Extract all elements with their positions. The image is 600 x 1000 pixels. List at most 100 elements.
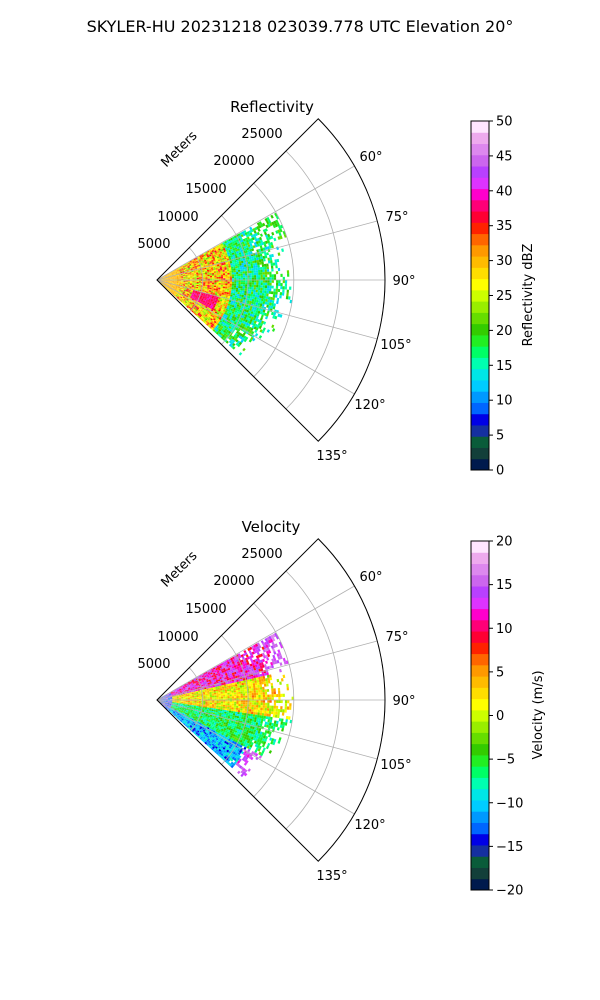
radar-gate [229,324,233,328]
radar-gate [221,265,225,268]
radar-gate [225,713,229,716]
radar-gate [219,747,223,751]
radar-gate [218,751,222,755]
radar-gate [225,254,229,258]
radar-gate [192,276,195,278]
radar-gate [186,725,189,729]
radar-gate [179,717,182,719]
radar-gate [206,297,209,300]
radar-gate [198,285,201,287]
radar-gate [207,696,210,698]
radar-gate [247,671,251,675]
radar-gate [255,327,259,331]
radar-gate [209,722,212,725]
radar-gate [215,686,218,689]
radar-gate [212,695,215,698]
radar-gate [165,706,168,709]
radar-gate [249,248,252,252]
radar-gate [244,288,247,292]
radar-gate [238,741,242,745]
radar-gate [230,291,234,294]
radar-gate [197,289,201,291]
radar-gate [226,301,229,304]
radar-gate [211,289,214,292]
radar-gate [196,694,199,697]
reflectivity-grid [156,118,386,442]
radar-gate [172,280,175,282]
radar-gate [195,716,198,718]
radar-gate [218,680,221,683]
radar-gate [198,275,201,277]
radar-gate [201,302,205,305]
radar-gate [168,273,171,275]
radar-gate [174,698,177,700]
radar-gate [224,667,228,670]
radar-gate [188,715,191,717]
radar-gate [207,282,210,284]
radar-gate [236,717,239,721]
radar-gate [272,328,276,332]
radar-gate [191,303,194,306]
radar-gate [172,707,175,710]
radar-gate [194,285,197,287]
radar-gate [169,284,172,286]
radar-gate [238,672,242,675]
radar-gate [272,262,276,266]
radar-gate [238,665,242,669]
radar-gate [218,281,221,284]
radar-gate [226,666,230,669]
radar-gate [235,690,239,693]
radar-gate [216,726,220,730]
radar-gate [184,721,188,724]
radar-gate [214,246,218,249]
radar-gate [244,668,248,671]
radar-gate [266,220,270,225]
radar-gate [172,690,175,693]
radar-gate [225,693,228,695]
radar-gate [189,686,193,689]
radar-gate [217,305,221,308]
radar-gate [183,694,186,696]
radar-gate [231,336,235,340]
radar-gate [236,297,239,301]
radar-gate [183,697,186,699]
radar-gate [185,700,188,702]
radar-gate [226,712,229,715]
radar-gate [236,666,240,669]
radar-gate [247,261,251,265]
radar-gate [231,285,234,288]
radar-gate [233,660,237,664]
radar-gate [185,281,188,283]
radar-gate [218,700,221,702]
radar-gate [209,255,212,258]
radar-gate [230,714,233,717]
radar-gate [191,284,195,286]
radar-gate [173,273,176,275]
radar-gate [223,295,226,298]
radar-gate [176,698,180,700]
radar-gate [182,686,186,689]
radar-gate [201,265,204,268]
radar-gate [227,309,231,313]
radar-gate [282,230,286,235]
radar-gate [228,727,232,731]
radar-gate [198,286,201,288]
radar-gate [208,320,211,324]
radar-gate [165,278,168,280]
radar-gate [162,276,165,278]
radar-gate [196,692,199,695]
radar-gate [172,698,175,699]
radar-gate [203,298,207,301]
radar-gate [237,668,241,671]
radar-gate [171,709,174,712]
radar-gate [190,715,194,717]
radar-gate [205,263,208,266]
radar-gate [180,283,184,285]
radar-gate [181,281,184,283]
radar-gate [165,276,168,278]
radar-gate [219,726,223,729]
radar-gate [192,688,196,690]
radar-gate [189,684,192,687]
radar-gate [274,223,278,228]
radar-gate [231,246,235,249]
